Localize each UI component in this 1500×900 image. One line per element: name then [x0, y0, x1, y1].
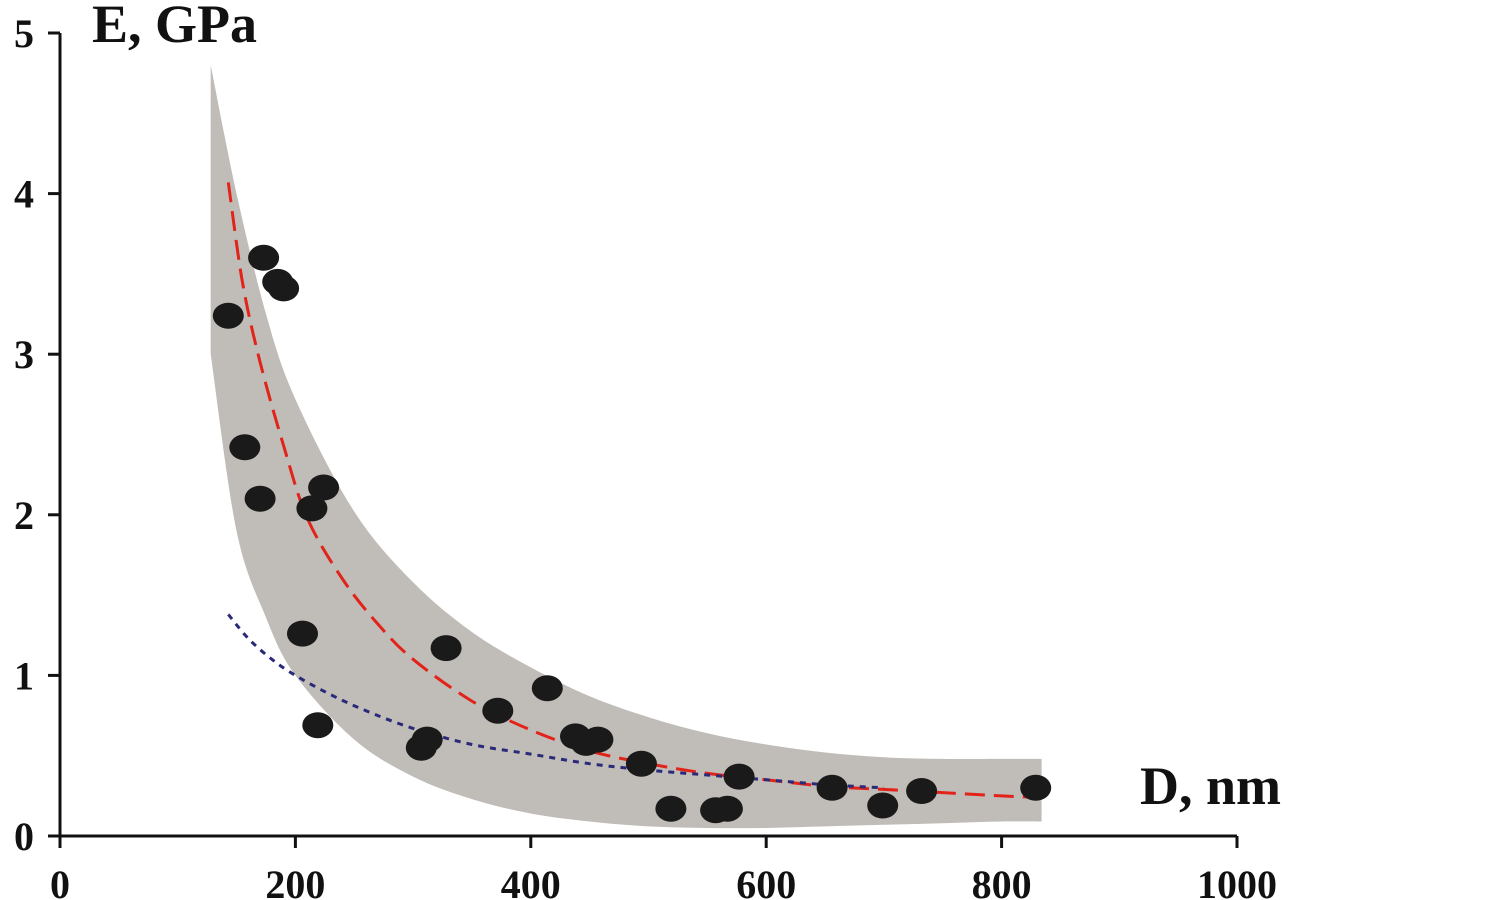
x-tick-label: 1000	[1197, 862, 1277, 900]
y-tick-label: 1	[14, 653, 34, 698]
x-tick-label: 800	[972, 862, 1032, 900]
data-point	[268, 275, 300, 302]
data-point	[244, 485, 276, 512]
data-point	[867, 792, 899, 819]
data-point	[816, 774, 848, 801]
fit-curve-dotted	[227, 613, 884, 790]
x-axis-title: D, nm	[1140, 756, 1281, 816]
y-tick-label: 0	[14, 814, 34, 859]
y-tick-label: 4	[14, 172, 34, 217]
data-point	[430, 635, 462, 662]
fit-curve-dashed	[226, 182, 1041, 799]
axes: 0 200 400 600 800 1000 0 1 2 3 4 5	[14, 11, 1277, 900]
data-point	[711, 795, 743, 822]
data-point	[1020, 774, 1052, 801]
data-point	[405, 734, 437, 761]
data-point	[906, 778, 938, 804]
y-tick-label: 3	[14, 332, 34, 377]
data-point	[582, 726, 614, 753]
x-tick-label: 0	[50, 862, 70, 900]
data-point	[723, 763, 755, 790]
y-axis-title: E, GPa	[92, 0, 257, 54]
data-point	[655, 795, 687, 822]
data-point	[625, 750, 657, 777]
data-point	[302, 712, 334, 739]
data-point	[296, 495, 328, 522]
data-points	[212, 244, 1052, 824]
x-tick-label: 600	[736, 862, 796, 900]
confidence-band	[210, 65, 1042, 829]
data-point	[212, 302, 244, 329]
shaded-band	[210, 65, 1042, 829]
data-point	[482, 697, 514, 724]
data-point	[229, 434, 261, 461]
data-point	[287, 620, 318, 647]
y-axis-ticks: 0 1 2 3 4 5	[14, 11, 60, 859]
data-point	[248, 244, 280, 271]
x-tick-label: 200	[265, 862, 325, 900]
y-tick-label: 2	[14, 493, 34, 538]
x-tick-label: 400	[501, 862, 561, 900]
fit-curves	[226, 182, 1041, 799]
data-point	[531, 675, 563, 702]
x-axis-ticks: 0 200 400 600 800 1000	[50, 836, 1277, 900]
data-point	[308, 474, 340, 501]
y-tick-label: 5	[14, 11, 34, 56]
